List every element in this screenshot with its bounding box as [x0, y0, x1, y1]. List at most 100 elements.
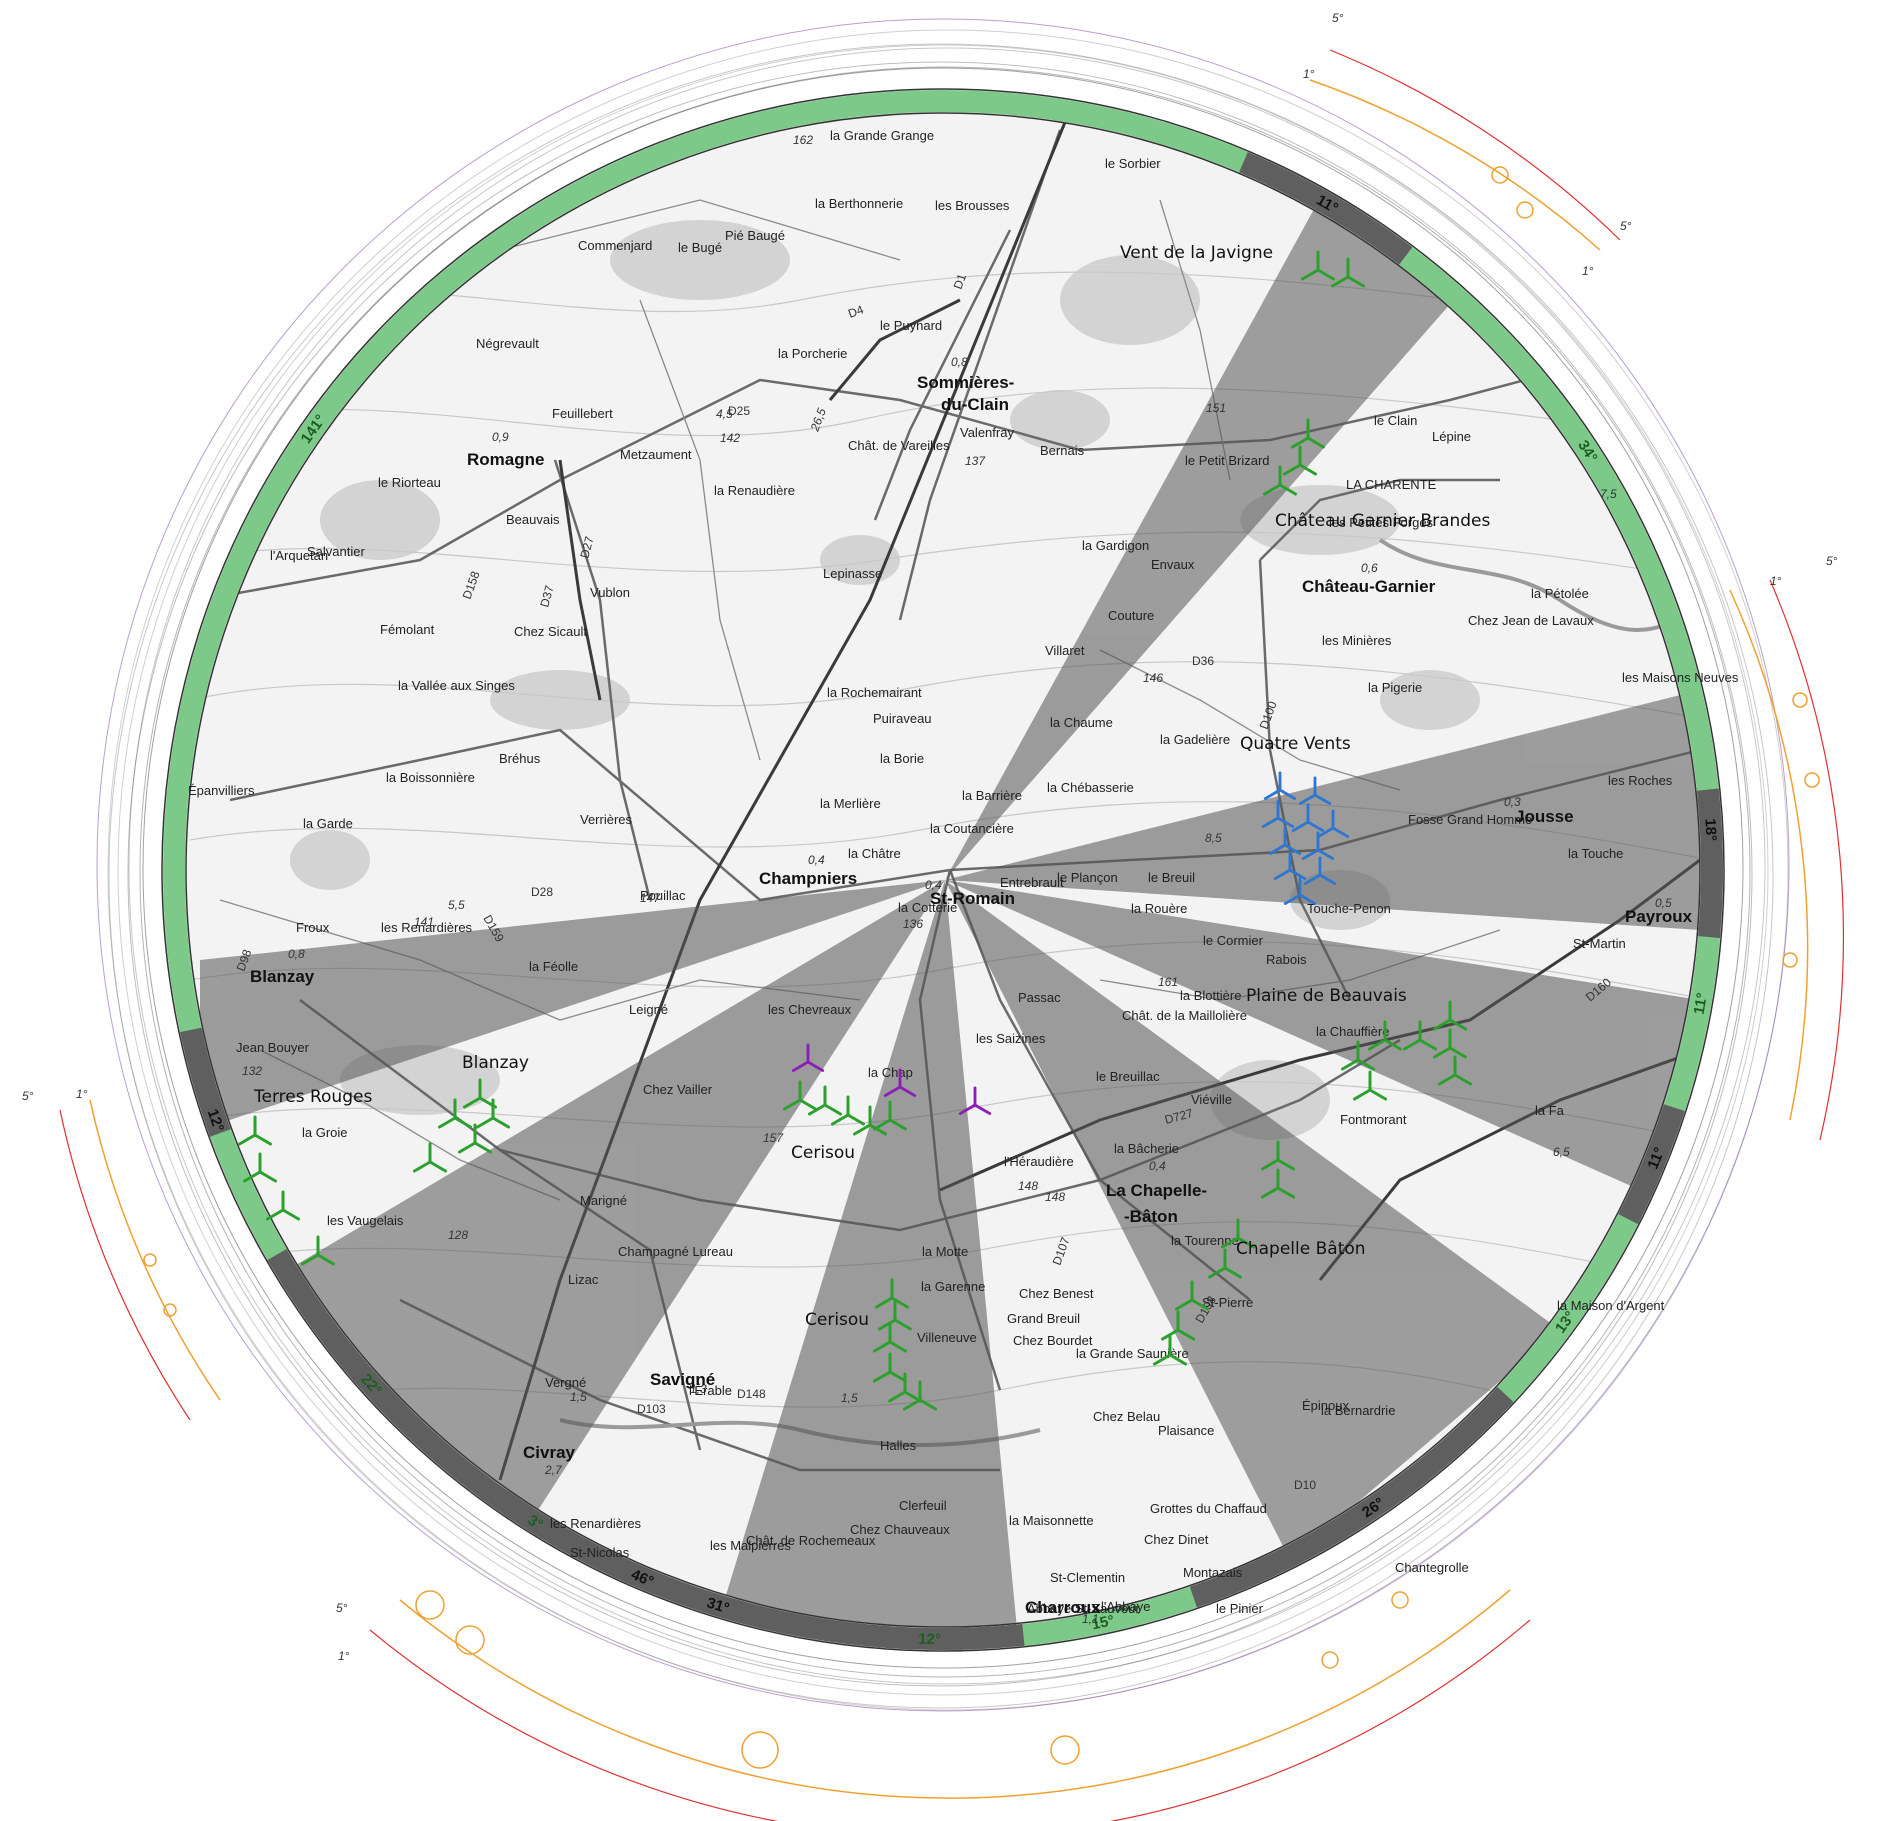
place-label: Chât. de Vareilles — [848, 438, 950, 453]
scale-mark: 1° — [1303, 67, 1315, 81]
wind-farm-label: Quatre Vents — [1240, 734, 1351, 754]
numeric-label: 0,3 — [1504, 795, 1521, 809]
place-label: Lepinasse — [823, 566, 882, 581]
place-label: St-Clementin — [1050, 1570, 1125, 1585]
place-label: Bernais — [1040, 443, 1085, 458]
rim-degree-label: 12° — [204, 1107, 227, 1134]
rim-degree-label: 31° — [705, 1594, 732, 1617]
place-label: Valenfray — [960, 425, 1014, 440]
scale-mark: 5° — [1332, 11, 1344, 25]
place-label: le Cormier — [1203, 933, 1264, 948]
place-label: les Roches — [1608, 773, 1673, 788]
place-label: Chez Benest — [1019, 1286, 1094, 1301]
place-label: la Borie — [880, 751, 924, 766]
place-label: Couture — [1108, 608, 1154, 623]
place-label: la Cotterie — [898, 900, 957, 915]
place-label: Pié Baugé — [725, 228, 785, 243]
town-label: Payroux — [1625, 907, 1693, 926]
place-label: la Chap — [868, 1065, 913, 1080]
place-label: l'Érable — [689, 1383, 732, 1398]
place-label: Chât. de la Maillolière — [1122, 1008, 1247, 1023]
place-label: Jean Bouyer — [236, 1040, 310, 1055]
place-label: la Boissonnière — [386, 770, 475, 785]
place-label: la Pigerie — [1368, 680, 1422, 695]
place-label: Chez Vailler — [643, 1082, 713, 1097]
place-label: la Touche — [1568, 846, 1623, 861]
place-label: Pouillac — [640, 888, 686, 903]
numeric-label: 142 — [720, 431, 740, 445]
place-label: le Puynard — [880, 318, 942, 333]
place-label: LA CHARENTE — [1346, 477, 1437, 492]
place-label: le Pinier — [1216, 1601, 1264, 1616]
scale-mark: 1° — [1770, 574, 1782, 588]
numeric-label: 1,5 — [570, 1390, 587, 1404]
scale-mark: 5° — [22, 1089, 34, 1103]
place-label: Fémolant — [380, 622, 435, 637]
place-labels: la Grande Grange le Sorbier la Berthonneri… — [188, 128, 1739, 1616]
rim-degree-label: 11° — [1644, 1145, 1668, 1172]
place-label: St-Pierre — [1202, 1295, 1253, 1310]
town-label: Jousse — [1515, 807, 1574, 826]
numeric-label: 0,4 — [1149, 1159, 1166, 1173]
place-label: les Vaugelais — [327, 1213, 404, 1228]
place-label: les Chevreaux — [768, 1002, 852, 1017]
place-label: le Riorteau — [378, 475, 441, 490]
road-label: D25 — [728, 404, 750, 418]
numeric-label: 151 — [1206, 401, 1226, 415]
place-label: la Gadelière — [1160, 732, 1230, 747]
place-label: la Chaume — [1050, 715, 1113, 730]
place-label: St-Martin — [1573, 936, 1626, 951]
wind-farm-label: Blanzay — [462, 1053, 529, 1073]
place-label: les Renardières — [550, 1516, 642, 1531]
place-label: Abbaye St-Sauveur — [1027, 1601, 1140, 1616]
place-label: Touche-Penon — [1307, 901, 1391, 916]
place-label: l'Abbaye — [1101, 1599, 1150, 1614]
numeric-label: 161 — [1158, 975, 1178, 989]
place-label: Viéville — [1191, 1092, 1232, 1107]
numeric-label: 4,5 — [716, 407, 733, 421]
place-label: Épinoux — [1302, 1398, 1349, 1413]
numeric-label: 1,1 — [1082, 1612, 1099, 1626]
place-label: la Berthonnerie — [815, 196, 903, 211]
place-label: la Vallée aux Singes — [398, 678, 515, 693]
place-label: Villaret — [1045, 643, 1085, 658]
place-label: Commenjard — [578, 238, 652, 253]
rim-degree-label: 12° — [918, 1631, 941, 1648]
place-label: les Petites Forges — [1329, 515, 1434, 530]
numeric-label: 157 — [763, 1131, 784, 1145]
place-label: Négrevault — [476, 336, 539, 351]
numeric-label: 148 — [1045, 1190, 1065, 1204]
numeric-label: 147 — [640, 891, 661, 905]
road-label: D148 — [737, 1387, 766, 1401]
place-label: Chât. de Rochemeaux — [746, 1533, 876, 1548]
place-label: Clerfeuil — [899, 1498, 947, 1513]
rim-degree-label: 15° — [1090, 1612, 1116, 1633]
wind-farm-label: Château Garnier Brandes — [1275, 511, 1491, 531]
place-label: Bréhus — [499, 751, 541, 766]
wind-farm-label: Cerisou — [805, 1310, 869, 1330]
numeric-label: 146 — [1143, 671, 1163, 685]
place-label: Chez Belau — [1093, 1409, 1160, 1424]
town-label: du-Clain — [941, 395, 1009, 414]
town-label: Blanzay — [250, 967, 315, 986]
place-label: les Malpierres — [710, 1538, 791, 1553]
place-label: le Plançon — [1057, 870, 1118, 885]
town-label: Sommières- — [917, 373, 1014, 392]
place-label: l'Arquetan — [270, 548, 328, 563]
place-label: le Breuil — [1148, 870, 1195, 885]
place-label: Lizac — [568, 1272, 599, 1287]
road-label: D37 — [537, 584, 556, 609]
place-label: la Tourenne — [1171, 1233, 1239, 1248]
place-label: Froux — [296, 920, 330, 935]
town-label: -Bâton — [1124, 1207, 1178, 1226]
scale-mark: 5° — [1620, 219, 1632, 233]
road-label: D103 — [637, 1402, 666, 1416]
place-label: la Maisonnette — [1009, 1513, 1094, 1528]
place-label: le Sorbier — [1105, 156, 1161, 171]
place-label: la Motte — [922, 1244, 968, 1259]
place-label: Marigné — [580, 1193, 627, 1208]
place-label: Grand Breuil — [1007, 1311, 1080, 1326]
place-label: la Garde — [303, 816, 353, 831]
elevation-and-distance-labels: 0,80,90,40,40,60,30,50,80,41,32,71,126,5… — [242, 133, 1672, 1626]
place-label: Puiraveau — [873, 711, 932, 726]
